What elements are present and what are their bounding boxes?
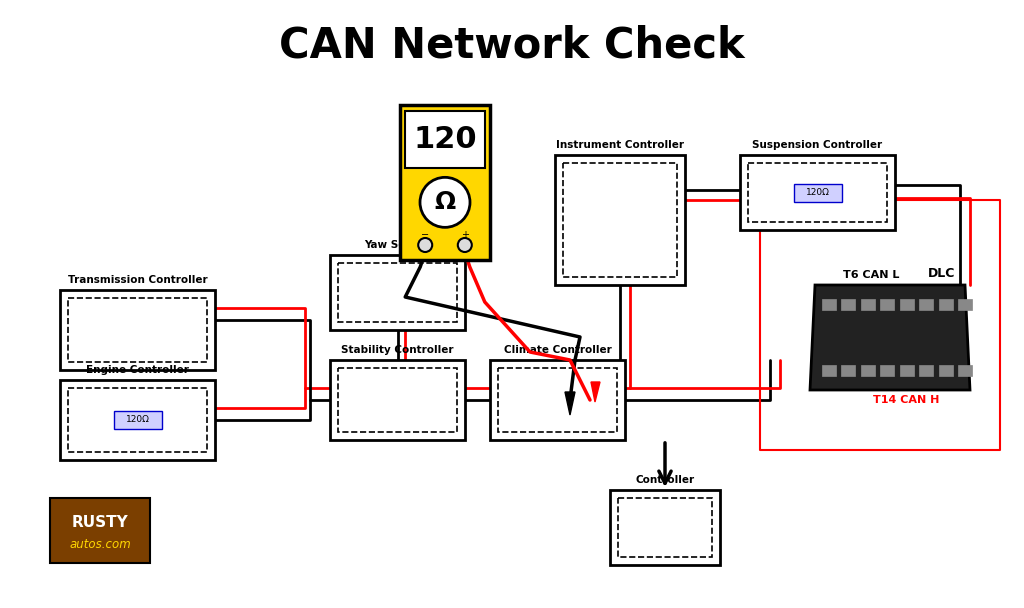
Text: 120: 120 xyxy=(414,125,477,154)
Bar xyxy=(490,360,625,440)
Bar xyxy=(958,299,972,310)
Text: Engine Controller: Engine Controller xyxy=(86,365,189,375)
Bar xyxy=(881,299,894,310)
Bar xyxy=(842,299,855,310)
Bar xyxy=(610,490,720,565)
Bar xyxy=(400,105,490,260)
Text: Ω: Ω xyxy=(434,190,456,215)
Bar xyxy=(330,255,465,330)
Text: 120Ω: 120Ω xyxy=(806,188,829,197)
Circle shape xyxy=(458,238,472,252)
Text: RUSTY: RUSTY xyxy=(72,515,128,530)
Text: T14 CAN H: T14 CAN H xyxy=(872,395,939,405)
Text: −: − xyxy=(421,230,429,240)
Bar xyxy=(740,155,895,230)
Bar xyxy=(68,298,207,362)
Circle shape xyxy=(418,238,432,252)
Text: autos.com: autos.com xyxy=(70,538,131,551)
Text: Stability Controller: Stability Controller xyxy=(341,345,454,355)
Bar xyxy=(900,365,913,376)
Text: T6 CAN L: T6 CAN L xyxy=(843,270,899,280)
Bar xyxy=(861,365,874,376)
Bar xyxy=(881,365,894,376)
Bar xyxy=(50,498,150,563)
Text: +: + xyxy=(461,230,469,240)
Bar xyxy=(920,365,933,376)
Bar xyxy=(555,155,685,285)
Bar xyxy=(338,263,457,322)
Text: Controller: Controller xyxy=(636,475,694,485)
Text: Climate Controller: Climate Controller xyxy=(504,345,611,355)
Text: Transmission Controller: Transmission Controller xyxy=(68,275,207,285)
Text: Yaw Sensor: Yaw Sensor xyxy=(364,240,431,250)
Bar xyxy=(60,380,215,460)
Bar xyxy=(563,163,677,277)
Bar xyxy=(794,184,842,201)
Polygon shape xyxy=(810,285,970,390)
Bar xyxy=(338,368,457,432)
Bar xyxy=(822,299,836,310)
Bar xyxy=(114,411,162,429)
Bar xyxy=(618,498,712,557)
Bar xyxy=(958,365,972,376)
Text: Suspension Controller: Suspension Controller xyxy=(753,140,883,150)
Bar xyxy=(68,388,207,452)
Text: DLC: DLC xyxy=(928,267,955,280)
Polygon shape xyxy=(565,392,575,415)
Bar xyxy=(330,360,465,440)
Polygon shape xyxy=(591,382,600,402)
Text: 120Ω: 120Ω xyxy=(126,415,150,424)
Bar xyxy=(900,299,913,310)
Bar xyxy=(406,111,485,168)
Text: CAN Network Check: CAN Network Check xyxy=(280,24,744,66)
Bar xyxy=(822,365,836,376)
Bar xyxy=(920,299,933,310)
Bar xyxy=(842,365,855,376)
Bar xyxy=(60,290,215,370)
Bar xyxy=(861,299,874,310)
Bar xyxy=(498,368,617,432)
Text: Instrument Controller: Instrument Controller xyxy=(556,140,684,150)
Circle shape xyxy=(420,178,470,227)
Bar xyxy=(748,163,887,222)
Bar xyxy=(939,365,952,376)
Bar xyxy=(939,299,952,310)
